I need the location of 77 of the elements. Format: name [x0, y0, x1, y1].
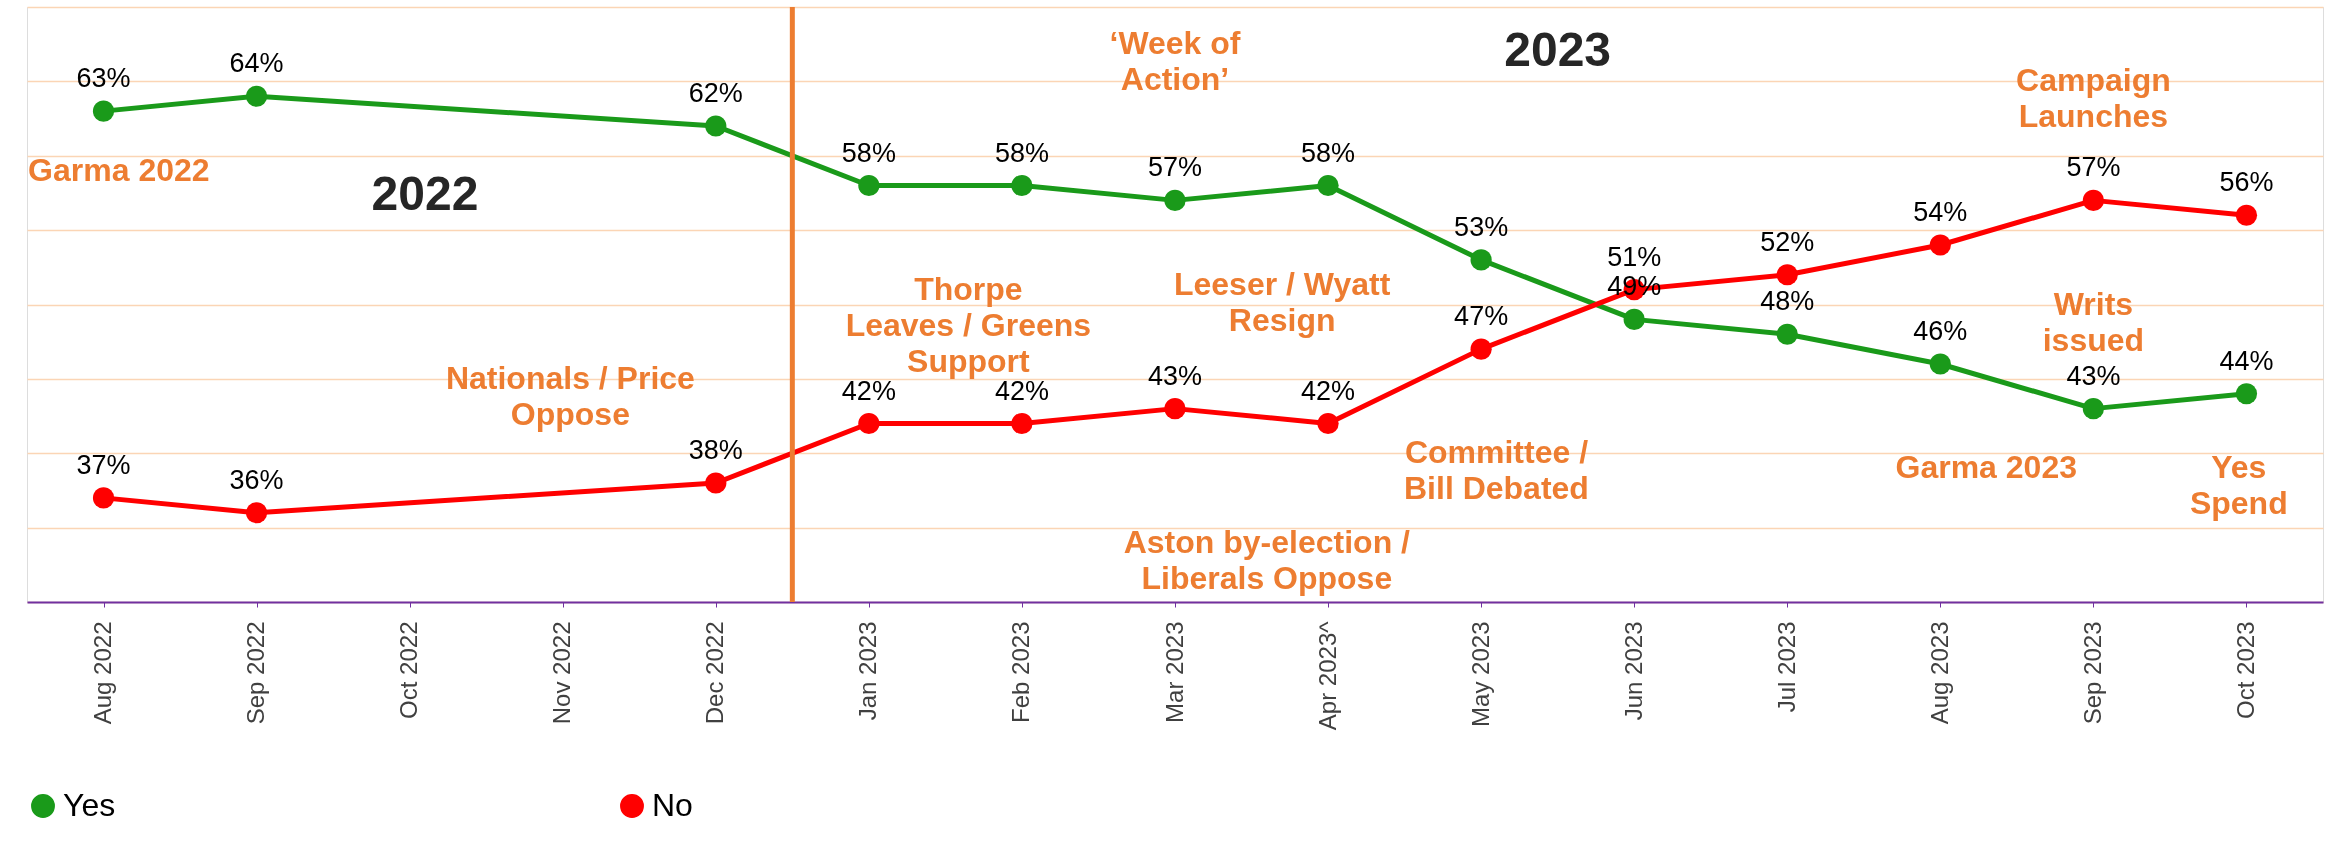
- data-label: 36%: [229, 464, 284, 495]
- x-tick-label: Dec 2022: [701, 621, 729, 725]
- point: [92, 100, 115, 122]
- point: [92, 487, 115, 509]
- data-label: 58%: [994, 137, 1049, 168]
- data-label: 57%: [2066, 152, 2121, 183]
- point: [2082, 189, 2105, 211]
- point: [2235, 204, 2258, 226]
- point: [1164, 398, 1186, 420]
- data-label: 53%: [1454, 211, 1509, 242]
- point: [1470, 338, 1492, 360]
- point: [1470, 249, 1492, 271]
- point: [245, 85, 268, 107]
- point: [1011, 174, 1033, 197]
- point: [245, 502, 268, 524]
- point: [1623, 308, 1645, 330]
- data-label: 38%: [688, 435, 743, 465]
- point: [2235, 383, 2258, 405]
- x-tick-label: Jun 2023: [1619, 621, 1647, 721]
- point: [2082, 398, 2105, 420]
- annotation: Writs issued: [2042, 285, 2145, 358]
- point: [705, 115, 727, 137]
- annotation: Nationals / Price Oppose: [445, 359, 695, 432]
- annotation: Yes Spend: [2189, 449, 2288, 522]
- x-tick-label: Sep 2022: [242, 621, 270, 725]
- annotation: Garma 2022: [28, 151, 210, 188]
- data-label: 44%: [2219, 345, 2274, 376]
- x-tick-label: Jul 2023: [1772, 621, 1800, 713]
- data-label: 58%: [1301, 137, 1356, 168]
- x-tick-label: Feb 2023: [1007, 621, 1035, 723]
- data-label: 58%: [841, 137, 896, 168]
- annotation: 2023: [1504, 22, 1612, 76]
- annotation: Garma 2023: [1895, 449, 2077, 486]
- data-label: 46%: [1913, 316, 1968, 346]
- point: [705, 472, 727, 494]
- x-tick-label: Apr 2023^: [1313, 620, 1341, 731]
- annotation: 2022: [371, 166, 479, 220]
- annotation: Campaign Launches: [2016, 62, 2171, 135]
- point: [858, 412, 880, 435]
- x-tick-label: Mar 2023: [1160, 621, 1188, 723]
- point: [1317, 412, 1339, 435]
- data-label: 42%: [1301, 375, 1356, 406]
- point: [1776, 264, 1798, 286]
- data-label: 51%: [1607, 241, 1662, 272]
- data-label: 48%: [1760, 286, 1815, 317]
- data-label: 47%: [1454, 301, 1509, 332]
- x-tick-label: Sep 2023: [2078, 621, 2106, 725]
- x-tick-label: Aug 2022: [89, 621, 117, 725]
- data-label: 52%: [1760, 226, 1815, 257]
- data-label: 64%: [229, 48, 284, 79]
- data-label: 37%: [76, 449, 131, 480]
- legend-label: No: [652, 787, 693, 823]
- data-label: 62%: [688, 78, 743, 108]
- x-tick-label: Oct 2023: [2231, 621, 2259, 719]
- point: [1929, 234, 1951, 256]
- annotation: Leeser / Wyatt Resign: [1173, 266, 1391, 339]
- x-tick-label: Oct 2022: [395, 621, 423, 719]
- annotation: Aston by-election / Liberals Oppose: [1123, 523, 1411, 596]
- annotation: Committee / Bill Debated: [1403, 434, 1589, 507]
- data-label: 63%: [76, 63, 131, 94]
- annotation: ‘Week of Action’: [1109, 25, 1241, 98]
- legend-label: Yes: [63, 787, 116, 823]
- x-tick-label: Jan 2023: [854, 621, 882, 721]
- point: [1164, 189, 1186, 211]
- point: [858, 174, 880, 197]
- x-tick-label: Nov 2022: [548, 621, 576, 725]
- data-label: 43%: [1147, 360, 1203, 391]
- data-label: 56%: [2219, 167, 2274, 198]
- point: [1776, 323, 1798, 345]
- point: [1011, 412, 1033, 435]
- x-tick-label: May 2023: [1466, 621, 1494, 727]
- data-label: 54%: [1913, 197, 1968, 227]
- x-tick-label: Aug 2023: [1925, 621, 1953, 725]
- point: [1929, 353, 1951, 375]
- point: [1317, 174, 1339, 197]
- data-label: 57%: [1147, 152, 1203, 183]
- data-label: 43%: [2066, 360, 2121, 391]
